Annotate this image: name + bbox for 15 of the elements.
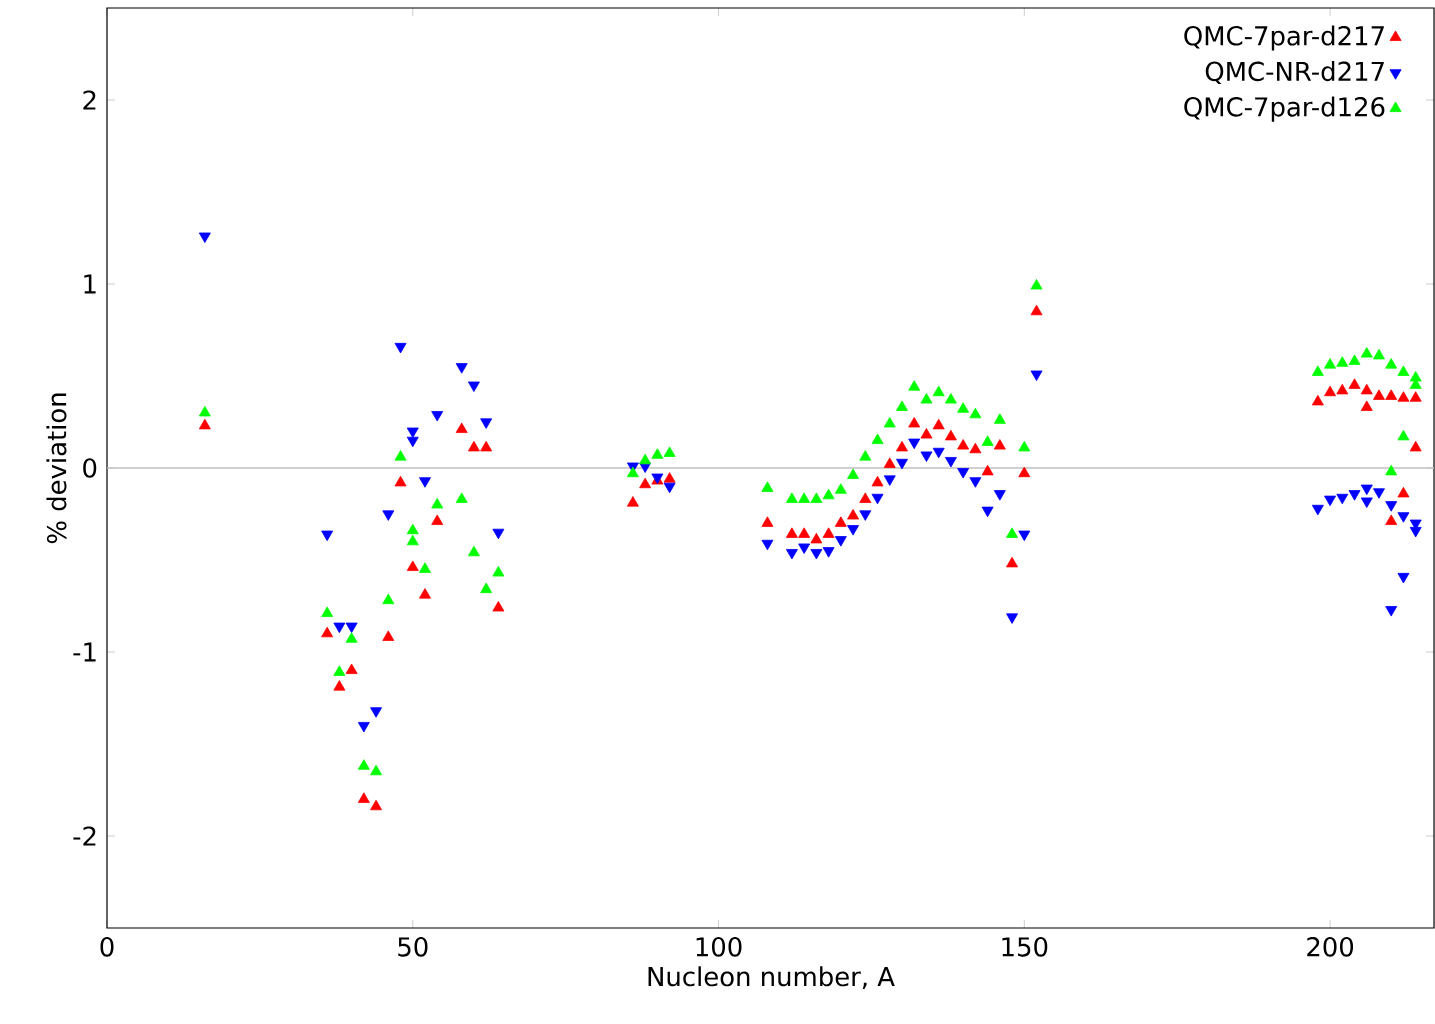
y-tick-label: -1 [73, 642, 96, 662]
x-axis-title: Nucleon number, A [648, 966, 895, 989]
x-tick-label: 100 [696, 937, 742, 957]
legend-label: QMC-7par-d126 [1184, 96, 1385, 122]
x-tick-label: 150 [1002, 937, 1048, 957]
x-tick-label: 50 [398, 937, 428, 957]
legend-label: QMC-7par-d217 [1184, 25, 1384, 51]
y-tick-label: -2 [73, 826, 96, 846]
y-axis-title: % deviation [46, 393, 67, 544]
x-tick-label: 200 [1307, 937, 1354, 957]
x-tick-label: 0 [100, 937, 114, 957]
y-tick-label: 0 [83, 458, 97, 478]
y-tick-label: 2 [83, 90, 96, 110]
legend-label: QMC-NR-d217 [1205, 61, 1384, 85]
y-tick-label: 1 [84, 274, 96, 294]
